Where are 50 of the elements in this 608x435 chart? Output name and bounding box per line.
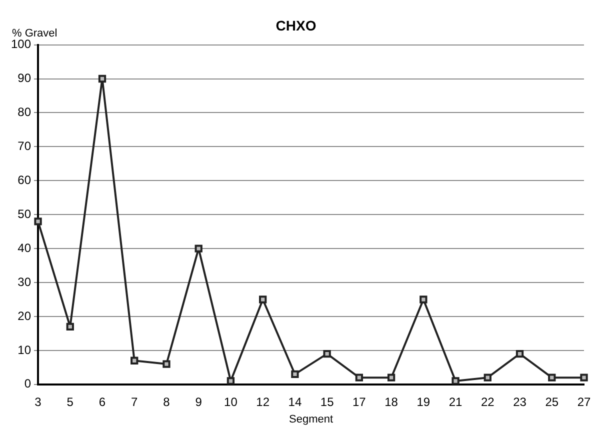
x-tick-label: 21 (448, 394, 463, 409)
x-tick-label: 15 (320, 394, 334, 409)
point (162, 360, 170, 368)
x-tick-label: 8 (163, 394, 170, 409)
x-tick-label: 3 (34, 394, 42, 409)
x-tick-label: 17 (352, 394, 366, 409)
point (580, 374, 588, 382)
y-tick-label: 20 (18, 308, 32, 323)
point (291, 370, 299, 378)
point (194, 244, 202, 252)
point (387, 374, 396, 382)
point (548, 374, 556, 382)
y-tick-label: 90 (18, 71, 32, 86)
y-tick-label: 100 (10, 37, 32, 52)
x-tick-label: 12 (256, 394, 270, 409)
x-tick-label: 18 (384, 394, 398, 409)
point (130, 356, 138, 364)
point (452, 377, 460, 384)
y-tick-label: 0 (24, 376, 32, 391)
point (516, 350, 524, 358)
x-tick-label: 25 (545, 394, 559, 409)
x-tick-label: 7 (131, 394, 138, 409)
point (226, 377, 235, 384)
point (98, 74, 106, 83)
y-tick-label: 10 (18, 342, 32, 357)
x-axis-title: Segment (288, 413, 334, 426)
point (323, 350, 331, 358)
x-tick-label: 19 (416, 394, 430, 409)
y-tick-label: 80 (18, 105, 32, 120)
point (66, 322, 74, 330)
x-tick-label: 23 (513, 394, 527, 409)
point (355, 374, 364, 382)
x-tick-label: 9 (195, 394, 202, 409)
point (259, 296, 267, 304)
chart-title: CHXO (276, 17, 316, 34)
x-tick-label: 5 (66, 394, 74, 409)
y-tick-label: 30 (18, 274, 32, 289)
point (34, 218, 42, 226)
y-tick-label: 60 (18, 172, 32, 187)
y-tick-label: 50 (18, 206, 32, 221)
y-tick-label: 70 (18, 138, 32, 153)
point (484, 374, 492, 382)
y-tick-label: 40 (18, 240, 32, 255)
x-tick-label: 22 (480, 394, 495, 409)
x-tick-label: 6 (98, 394, 106, 409)
x-tick-label: 10 (224, 394, 238, 409)
point (420, 296, 428, 304)
y-axis-title: % Gravel (12, 27, 58, 40)
x-tick-label: 14 (288, 394, 302, 409)
x-tick-label: 27 (577, 394, 591, 409)
